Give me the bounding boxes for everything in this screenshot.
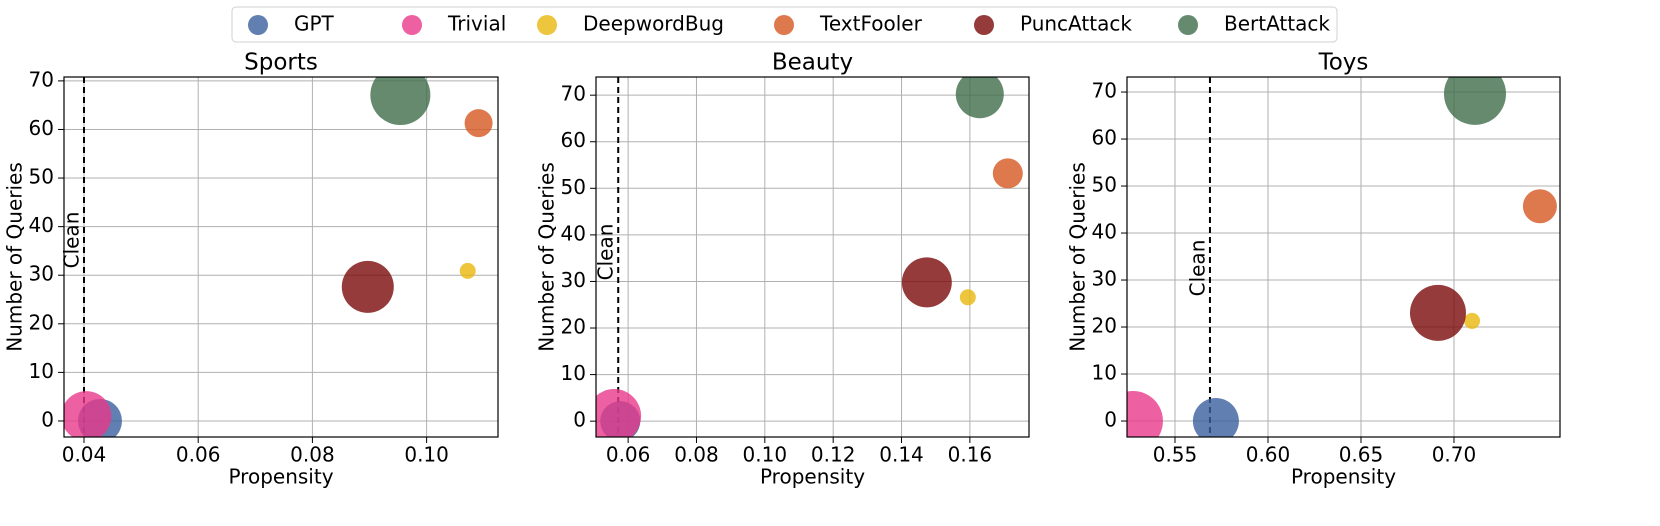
y-tick-label: 40 — [561, 221, 586, 245]
x-tick-label: 0.55 — [1153, 443, 1198, 467]
y-tick-label: 0 — [41, 407, 54, 431]
bubble — [1409, 284, 1466, 341]
bubble — [1192, 398, 1239, 437]
bubble — [1444, 77, 1506, 125]
y-tick-label: 30 — [561, 268, 586, 292]
y-tick-label: 20 — [29, 310, 54, 334]
bubble — [992, 158, 1023, 189]
chart-title: Beauty — [772, 50, 853, 76]
x-tick-label: 0.08 — [290, 443, 335, 467]
bubble — [959, 289, 976, 306]
bubble — [370, 77, 431, 125]
y-tick-label: 10 — [561, 361, 586, 385]
y-tick-label: 60 — [29, 116, 54, 140]
legend-label: DeepwordBug — [583, 12, 724, 36]
x-tick-label: 0.10 — [743, 443, 788, 467]
y-tick-label: 70 — [29, 67, 54, 91]
y-tick-label: 70 — [561, 82, 586, 106]
x-tick-label: 0.04 — [62, 443, 107, 467]
y-axis-label: Number of Queries — [535, 162, 559, 352]
bubble — [464, 109, 493, 138]
x-tick-label: 0.60 — [1246, 443, 1291, 467]
legend-marker — [974, 15, 994, 35]
subplot: Sports 0 10 20 30 40 50 60 70 0.04 0.06 0.08 0.10 Pro… — [3, 50, 499, 489]
y-tick-label: 60 — [1092, 126, 1117, 150]
x-tick-label: 0.08 — [674, 443, 719, 467]
bubble — [459, 262, 476, 279]
y-tick-label: 20 — [561, 315, 586, 339]
legend-marker — [1178, 15, 1198, 35]
legend-label: Trivial — [447, 12, 506, 36]
y-tick-label: 10 — [29, 359, 54, 383]
y-tick-label: 50 — [29, 165, 54, 189]
x-tick-label: 0.65 — [1339, 443, 1384, 467]
axes-frame — [1126, 76, 1561, 438]
chart-title: Sports — [244, 50, 318, 76]
x-axis-label: Propensity — [228, 465, 333, 489]
y-tick-label: 40 — [1092, 220, 1117, 244]
legend-label: PuncAttack — [1020, 12, 1132, 36]
bubble — [341, 260, 394, 313]
bubble — [1464, 312, 1481, 329]
y-tick-label: 10 — [1092, 361, 1117, 385]
legend-marker — [774, 15, 794, 35]
y-tick-label: 50 — [561, 175, 586, 199]
legend-marker — [248, 15, 268, 35]
x-tick-label: 0.16 — [948, 443, 993, 467]
x-tick-label: 0.06 — [176, 443, 221, 467]
x-axis-label: Propensity — [760, 465, 865, 489]
x-tick-label: 0.10 — [404, 443, 449, 467]
bubbles — [64, 77, 493, 437]
subplot: Toys 0 10 20 30 40 50 60 70 0.55 0.60 0.65 0.70 Prope… — [1066, 50, 1561, 489]
y-axis-label: Number of Queries — [1066, 162, 1090, 352]
chart-title: Toys — [1318, 50, 1369, 76]
y-tick-label: 70 — [1092, 79, 1117, 103]
x-tick-label: 0.14 — [879, 443, 924, 467]
legend-label: GPT — [294, 12, 335, 36]
legend-label: BertAttack — [1224, 12, 1330, 36]
legend-label: TextFooler — [819, 12, 923, 36]
bubbles — [1127, 77, 1557, 437]
bubble — [596, 389, 642, 437]
y-tick-label: 30 — [1092, 267, 1117, 291]
bubble — [64, 391, 112, 437]
bubble — [1127, 391, 1163, 437]
y-tick-label: 40 — [29, 213, 54, 237]
bubble — [955, 77, 1004, 119]
x-tick-label: 0.12 — [811, 443, 856, 467]
y-tick-label: 20 — [1092, 314, 1117, 338]
y-tick-label: 60 — [561, 128, 586, 152]
y-tick-label: 30 — [29, 262, 54, 286]
legend-marker — [537, 15, 557, 35]
bubble — [901, 257, 952, 308]
bubble — [1522, 189, 1557, 224]
bubbles — [596, 77, 1023, 437]
clean-label: Clean — [1185, 240, 1209, 297]
y-tick-label: 0 — [573, 408, 586, 432]
y-tick-label: 50 — [1092, 173, 1117, 197]
y-axis-label: Number of Queries — [3, 162, 27, 352]
y-tick-label: 0 — [1104, 408, 1117, 432]
clean-label: Clean — [594, 224, 618, 281]
x-tick-label: 0.70 — [1432, 443, 1477, 467]
clean-label: Clean — [59, 212, 83, 269]
legend-marker — [402, 15, 422, 35]
axes-frame — [595, 76, 1030, 438]
axes-frame — [63, 76, 499, 438]
x-tick-label: 0.06 — [606, 443, 651, 467]
subplot: Beauty 0 10 20 30 40 50 60 70 0.06 0.08 0.10 0.12 0.1… — [535, 50, 1030, 489]
x-axis-label: Propensity — [1291, 465, 1396, 489]
